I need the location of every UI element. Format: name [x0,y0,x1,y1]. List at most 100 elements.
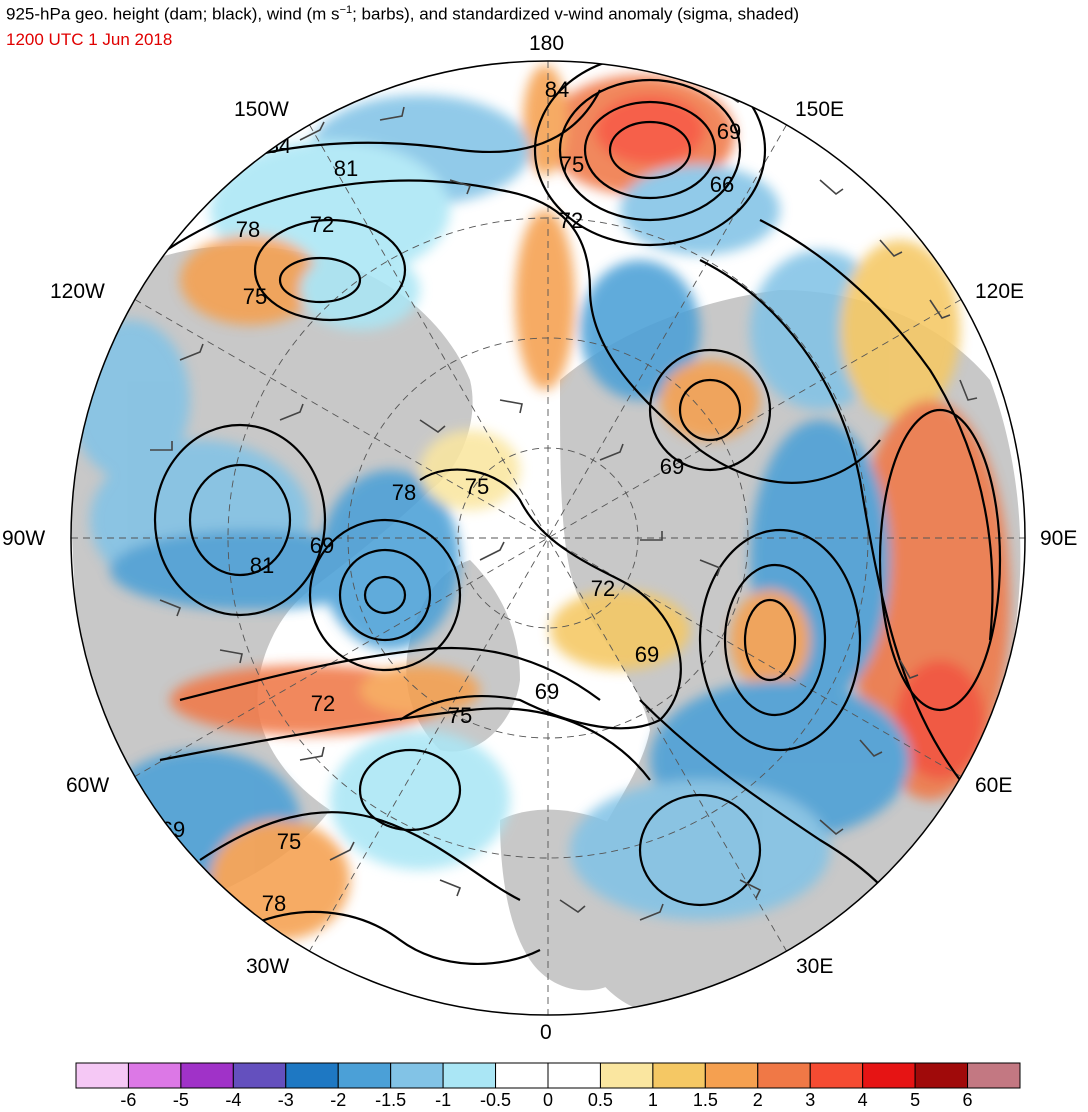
colorbar-swatch [914,1062,969,1089]
colorbar-swatch [337,1062,392,1089]
title-rest: ; barbs), and standardized v-wind anomal… [352,4,800,24]
contour-long [79,179,881,484]
wind-barb [379,106,405,121]
contour-label: 75 [465,474,489,499]
wind-barb [179,343,204,361]
anomaly-positive [730,590,810,690]
colorbar-tick-label: 1 [647,1090,658,1110]
anomaly-negative [330,730,510,870]
contour-low-kara [698,528,862,752]
contour-labels: 84 81 78 72 75 84 75 72 69 66 81 69 78 7… [161,77,741,916]
contour-low-baffin [363,575,407,615]
anomaly-positive [660,360,760,440]
wind-barb [219,649,243,664]
colorbar-tick-label: 2 [752,1090,763,1110]
wind-barbs [150,89,978,921]
contour-low-siberia [678,378,742,442]
contour-label: 84 [545,77,569,102]
colorbar-tick-label: -2 [330,1090,347,1110]
anomaly-positive [895,660,985,780]
lon-label-150w: 150W [234,98,289,121]
colorbar-swatch [704,1062,759,1089]
colorbar-swatch [180,1062,234,1089]
lon-label-60e: 60E [975,774,1013,797]
wind-barb [159,599,182,617]
contour-label: 72 [311,691,335,716]
contour-low-bering [533,61,767,247]
contour-long [159,707,651,781]
contour-low-alaska [278,256,362,304]
contour-long [699,259,961,781]
wind-barb [439,879,462,897]
contour-label: 72 [591,576,615,601]
colorbar-swatch [127,1062,182,1089]
lon-label-120e: 120E [975,280,1025,303]
map-border [70,60,1026,1016]
contour-label: 78 [392,480,416,505]
title-main: 925-hPa geo. height (dam; black), wind (… [6,4,340,24]
colorbar-tick-label: -3 [277,1090,294,1110]
lon-label-30e: 30E [796,955,834,978]
anomaly-negative [570,780,830,920]
wind-barb [599,443,624,461]
colorbar-tick-label: -4 [225,1090,242,1110]
wind-barb [419,419,446,434]
wind-barb [739,879,762,899]
wind-barb [929,299,951,319]
anomaly-negative [620,165,780,255]
colorbar-tick-label: -1.5 [375,1090,407,1110]
wind-barb [559,899,586,914]
contour-low-bering [583,100,717,200]
anomaly-positive [550,590,690,670]
lon-label-0: 0 [540,1021,552,1044]
contour-low-bering [608,120,692,180]
wind-barb [640,531,663,541]
lon-label-60w: 60W [66,774,110,797]
colorbar-swatch [652,1062,706,1089]
anomaly-positive [360,665,480,715]
contour-label: 69 [310,533,334,558]
contour-low-bering [558,78,742,222]
wind-barb [959,379,978,401]
contour-label: 69 [535,679,559,704]
colorbar-tick-label: -6 [120,1090,137,1110]
contour-label: 72 [559,208,583,233]
colorbar-swatch [809,1062,864,1089]
contour-label: 78 [236,217,260,242]
contour-low-kara [743,598,797,682]
anomaly-negative [320,470,460,650]
colorbar-swatch [285,1062,339,1089]
contour-label: 81 [334,156,358,181]
lon-label-90e: 90E [1040,527,1078,550]
contour-label: 75 [448,703,472,728]
contour-low-siberia [648,348,772,472]
contour-long [199,811,521,901]
anomaly-positive [515,210,575,390]
contour-label: 84 [267,133,291,158]
colorbar-swatch [547,1062,601,1089]
colorbar-tick-label: 1.5 [692,1090,718,1110]
wind-barb [899,659,919,679]
contour-high-asia [878,408,1002,712]
colorbar-tick-label: -5 [172,1090,189,1110]
colorbar-tick-label: 6 [962,1090,973,1110]
contour-high-canada [153,423,327,617]
colorbar-swatch [442,1062,497,1089]
lon-label-150e: 150E [795,98,845,121]
lon-label-90w: 90W [2,527,46,550]
contour-label: 69 [635,642,659,667]
colorbar-swatch [967,1062,1021,1089]
lon-label-180: 180 [529,32,565,55]
wind-barb [819,179,844,196]
map-disk: 84 81 78 72 75 84 75 72 69 66 81 69 78 7… [71,61,1025,1015]
wind-barb [499,399,523,414]
contour-long [179,646,601,702]
wind-barb [449,179,472,195]
contour-label: 69 [717,119,741,144]
contour-label: 75 [243,284,267,309]
colorbar-tick-label: 4 [857,1090,868,1110]
colorbar-swatch [232,1062,287,1089]
wind-barb [879,239,903,257]
colorbar-swatch [757,1062,811,1089]
contour-label: 75 [560,152,584,177]
